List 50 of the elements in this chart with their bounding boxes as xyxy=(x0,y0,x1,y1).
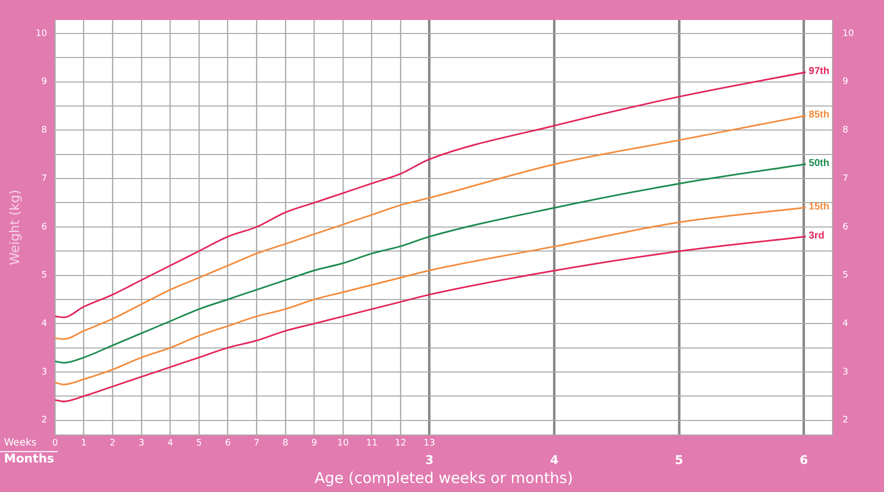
y-tick-label: 10 xyxy=(36,28,48,39)
y-tick-label: 3 xyxy=(41,367,48,378)
x-tick-label: 10 xyxy=(337,438,350,449)
x-tick-label: 4 xyxy=(167,438,174,449)
line-series xyxy=(55,163,807,364)
text: Weeks xyxy=(4,437,37,448)
x2-tick-label: 5 xyxy=(674,452,684,467)
line-series xyxy=(55,236,807,402)
y-tick-label: 5 xyxy=(41,270,48,281)
x-tick-label: 5 xyxy=(196,438,202,449)
series-label: 97th xyxy=(808,66,830,77)
y-axis-title: Weight (kg) xyxy=(8,190,24,266)
y-tick-label: 6 xyxy=(41,222,48,232)
x-tick-label: 12 xyxy=(394,438,406,449)
x-tick-label: 8 xyxy=(282,438,289,449)
line-series xyxy=(55,114,807,340)
y2-tick-label: 5 xyxy=(842,270,848,281)
x-tick-label: 2 xyxy=(110,438,116,449)
y2-tick-label: 9 xyxy=(842,77,849,88)
x-tick-label: 11 xyxy=(366,438,378,449)
y2-tick-label: 7 xyxy=(842,174,848,184)
y-tick-label: 7 xyxy=(41,174,48,184)
x-tick-label: 13 xyxy=(424,438,436,449)
x-tick-label: 6 xyxy=(224,438,231,449)
x-axis-title: Age (completed weeks or months) xyxy=(314,468,574,487)
y-tick-label: 9 xyxy=(41,77,48,88)
line-series xyxy=(55,206,807,386)
y2-tick-label: 10 xyxy=(842,28,854,39)
x-tick-label: 9 xyxy=(311,438,318,449)
y-tick-label: 8 xyxy=(41,126,48,136)
x-tick-label: 7 xyxy=(254,438,260,449)
x2-tick-label: 3 xyxy=(425,452,434,467)
series-label: 3rd xyxy=(808,230,824,242)
y-tick-label: 2 xyxy=(41,416,48,426)
y2-tick-label: 8 xyxy=(842,126,849,136)
series-label: 15th xyxy=(808,201,830,212)
y2-tick-label: 2 xyxy=(842,416,848,426)
x2-tick-label: 6 xyxy=(800,452,808,467)
line-series xyxy=(55,71,807,318)
y2-tick-label: 3 xyxy=(842,367,848,378)
x2-tick-label: 4 xyxy=(550,452,558,467)
x-tick-label: 3 xyxy=(138,438,144,449)
x-tick-label: 0 xyxy=(52,438,58,449)
series-label: 50th xyxy=(808,158,830,169)
text: Months xyxy=(4,452,54,466)
y-tick-label: 4 xyxy=(41,318,48,329)
x-tick-label: 1 xyxy=(80,438,87,449)
y2-tick-label: 4 xyxy=(842,318,849,329)
series-label: 85th xyxy=(808,109,830,120)
y2-tick-label: 6 xyxy=(842,222,849,232)
